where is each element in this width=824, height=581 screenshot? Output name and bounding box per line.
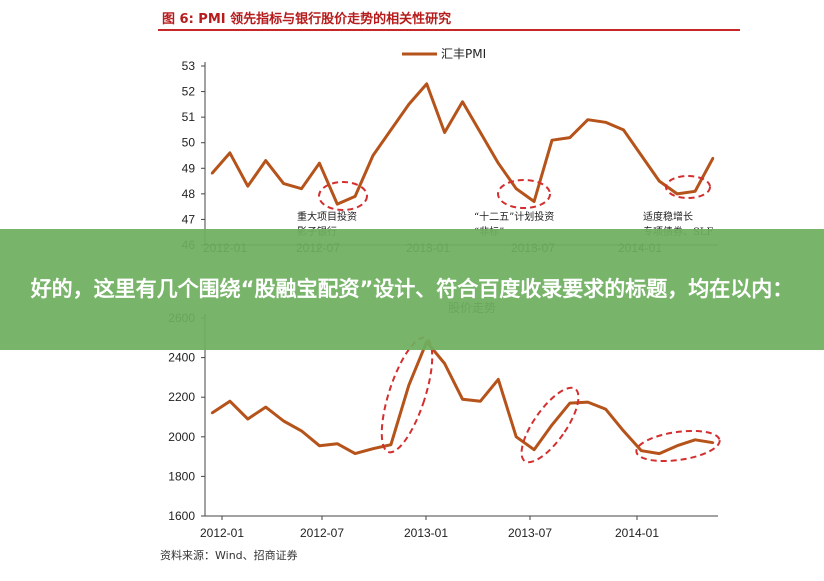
data-point: [264, 405, 267, 409]
data-point: [461, 100, 464, 104]
highlight-ellipse: [318, 181, 368, 211]
legend-label: 汇丰PMI: [441, 47, 486, 61]
data-point: [443, 131, 446, 134]
data-point: [228, 151, 232, 155]
series-line: [211, 340, 714, 456]
data-point: [282, 182, 285, 185]
y-tick-label: 1800: [168, 469, 195, 483]
data-point: [461, 397, 464, 401]
data-point: [568, 401, 572, 405]
y-tick-label: 1600: [168, 509, 195, 523]
data-point: [532, 200, 536, 203]
highlight-ellipse: [380, 336, 434, 454]
y-tick-label: 49: [182, 161, 196, 175]
data-point: [622, 429, 625, 433]
annotation-text: 适度稳增长: [643, 210, 693, 223]
data-point: [443, 362, 446, 365]
y-tick-label: 48: [182, 187, 196, 201]
data-point: [693, 190, 697, 193]
highlight-ellipse: [665, 175, 711, 199]
data-point: [336, 442, 339, 445]
highlight-ellipse: [497, 179, 551, 209]
data-point: [407, 103, 411, 106]
data-point: [246, 184, 249, 188]
pmi-chart: 46474849505152532012-012012-072013-01201…: [182, 47, 718, 255]
data-point: [640, 449, 643, 452]
highlight-ellipse: [635, 429, 721, 463]
source-note: 资料来源：Wind、招商证券: [160, 549, 298, 562]
y-tick-label: 50: [182, 136, 196, 150]
y-tick-label: 2400: [168, 351, 195, 365]
data-point: [318, 444, 321, 447]
data-point: [497, 161, 500, 165]
data-point: [210, 172, 214, 175]
y-tick-label: 52: [182, 85, 196, 99]
data-point: [371, 447, 375, 450]
data-point: [264, 159, 267, 162]
x-tick-label: 2013-07: [508, 526, 552, 540]
highlight-ellipse: [520, 386, 580, 464]
data-point: [640, 154, 643, 157]
x-tick-label: 2012-01: [200, 526, 244, 540]
data-point: [550, 423, 554, 427]
data-point: [604, 121, 607, 124]
y-tick-label: 2000: [168, 430, 195, 444]
data-point: [336, 202, 339, 206]
data-point: [479, 131, 482, 134]
data-point: [586, 400, 589, 404]
data-point: [532, 448, 536, 451]
overlay-text: 好的，这里有几个围绕“股融宝配资”设计、符合百度收录要求的标题，均在以内：: [30, 277, 794, 301]
y-tick-label: 2200: [168, 390, 195, 404]
data-point: [586, 118, 589, 121]
title-rule: [158, 29, 740, 31]
y-tick-label: 47: [182, 212, 196, 226]
stock-price-chart: 1600180020002200240026002012-012012-0720…: [168, 301, 721, 540]
data-point: [479, 399, 482, 403]
x-tick-label: 2014-01: [615, 526, 659, 540]
data-point: [693, 438, 697, 441]
data-point: [389, 443, 393, 446]
x-tick-label: 2013-01: [404, 526, 448, 540]
data-point: [425, 82, 428, 86]
data-point: [658, 179, 661, 183]
title-overlay-banner: 好的，这里有几个围绕“股融宝配资”设计、符合百度收录要求的标题，均在以内：: [0, 229, 824, 350]
data-point: [658, 452, 661, 455]
x-tick-label: 2012-07: [300, 526, 344, 540]
data-point: [604, 407, 607, 411]
annotation-text: “十二五”计划投资: [474, 210, 554, 223]
data-point: [407, 384, 411, 387]
data-point: [210, 411, 214, 415]
data-point: [676, 192, 679, 196]
data-point: [711, 156, 715, 160]
y-tick-label: 53: [182, 59, 196, 73]
data-point: [282, 419, 285, 423]
data-point: [514, 435, 518, 438]
data-point: [228, 399, 232, 403]
data-point: [622, 128, 625, 132]
data-point: [568, 136, 572, 139]
data-point: [711, 441, 715, 444]
data-point: [371, 154, 375, 157]
data-point: [497, 378, 500, 381]
data-point: [300, 187, 303, 190]
data-point: [389, 128, 393, 132]
data-point: [300, 429, 303, 433]
data-point: [353, 452, 357, 455]
data-point: [514, 187, 518, 190]
data-point: [318, 161, 321, 165]
data-point: [353, 195, 357, 198]
figure-title: 图 6: PMI 领先指标与银行股价走势的相关性研究: [162, 12, 452, 27]
data-point: [676, 444, 679, 447]
y-tick-label: 51: [182, 110, 196, 124]
data-point: [246, 417, 249, 421]
data-point: [550, 138, 554, 142]
annotation-text: 重大项目投资: [297, 210, 357, 223]
